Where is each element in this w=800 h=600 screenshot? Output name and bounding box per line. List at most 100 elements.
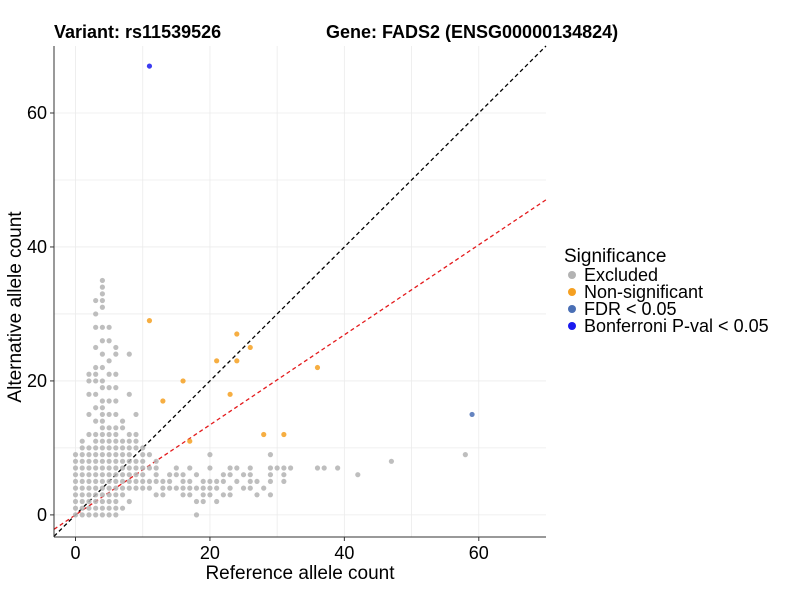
data-point: [99, 512, 105, 518]
data-point: [462, 452, 468, 458]
data-point: [113, 431, 119, 438]
data-point: [247, 478, 253, 485]
data-point: [153, 492, 159, 498]
data-point: [126, 465, 132, 471]
data-point: [93, 505, 99, 511]
data-point: [173, 465, 179, 471]
data-point: [254, 492, 260, 498]
data-point: [160, 485, 166, 491]
data-point: [93, 472, 99, 478]
data-point: [119, 438, 126, 444]
data-point: [72, 485, 79, 491]
data-point: [140, 478, 146, 485]
data-point: [227, 485, 233, 491]
data-point: [106, 371, 112, 377]
data-point: [173, 485, 179, 491]
data-point: [146, 452, 153, 458]
data-point: [267, 472, 274, 478]
data-point: [99, 472, 105, 478]
data-point: [93, 438, 99, 444]
data-point: [86, 445, 92, 451]
data-point: [267, 465, 274, 471]
data-point: [86, 411, 92, 418]
data-point: [220, 492, 226, 498]
data-point: [146, 485, 153, 491]
data-point: [126, 472, 132, 478]
data-point: [167, 478, 173, 485]
data-point: [72, 472, 79, 478]
data-point: [267, 452, 274, 458]
data-point: [99, 291, 105, 297]
data-point: [99, 284, 105, 290]
data-point: [106, 445, 112, 451]
data-point: [133, 478, 139, 485]
data-point: [79, 505, 85, 511]
data-point: [335, 465, 341, 471]
data-point: [93, 324, 99, 330]
data-point: [113, 385, 119, 391]
data-point: [106, 398, 112, 404]
data-point: [133, 465, 139, 471]
data-point: [113, 351, 119, 357]
data-point: [126, 431, 132, 438]
x-tick-label: 40: [334, 543, 354, 563]
data-point: [388, 458, 395, 464]
x-tick-label: 0: [71, 543, 81, 563]
data-point: [200, 478, 206, 485]
data-point: [86, 371, 92, 377]
data-point: [126, 478, 132, 485]
data-point: [113, 498, 119, 505]
data-point: [119, 445, 126, 451]
data-point: [113, 371, 119, 377]
data-point: [126, 485, 132, 491]
data-point: [220, 478, 226, 485]
data-point: [214, 358, 220, 364]
data-point: [99, 431, 105, 438]
data-point: [314, 364, 321, 371]
data-point: [106, 358, 112, 364]
data-point: [207, 452, 213, 458]
data-point: [113, 411, 119, 418]
legend-title: Significance: [564, 246, 666, 267]
data-point: [79, 445, 85, 451]
legend-label: Non-significant: [584, 282, 703, 302]
data-point: [99, 458, 105, 464]
data-point: [99, 445, 105, 451]
data-point: [86, 478, 92, 485]
data-point: [93, 452, 99, 458]
data-point: [99, 452, 105, 458]
x-tick-label: 60: [469, 543, 489, 563]
data-point: [355, 472, 361, 478]
data-point: [133, 472, 139, 478]
data-point: [72, 498, 79, 505]
legend-label: Bonferroni P-val < 0.05: [584, 316, 769, 336]
data-point: [99, 297, 105, 304]
data-point: [99, 364, 105, 371]
data-point: [146, 318, 153, 324]
data-point: [193, 472, 200, 478]
data-point: [113, 438, 119, 444]
data-point: [126, 498, 132, 505]
data-point: [93, 485, 99, 491]
data-point: [93, 445, 99, 451]
axis-ticks: 0 20 40 60 0 20 40 60: [27, 103, 489, 563]
data-point: [79, 512, 85, 518]
data-point: [79, 472, 85, 478]
data-point: [240, 485, 247, 491]
data-point: [234, 331, 240, 337]
data-point: [86, 452, 92, 458]
data-point: [160, 478, 166, 485]
data-point: [106, 425, 112, 431]
data-point: [93, 405, 99, 411]
data-point: [267, 492, 274, 498]
data-point: [227, 391, 233, 397]
data-point: [86, 378, 92, 384]
legend-item-fdr: FDR < 0.05: [568, 299, 677, 319]
data-point: [133, 431, 139, 438]
data-point: [93, 492, 99, 498]
data-point: [254, 478, 260, 485]
y-tick-label: 20: [27, 371, 47, 391]
data-point: [220, 472, 226, 478]
data-point: [79, 492, 85, 498]
data-point: [140, 485, 146, 491]
